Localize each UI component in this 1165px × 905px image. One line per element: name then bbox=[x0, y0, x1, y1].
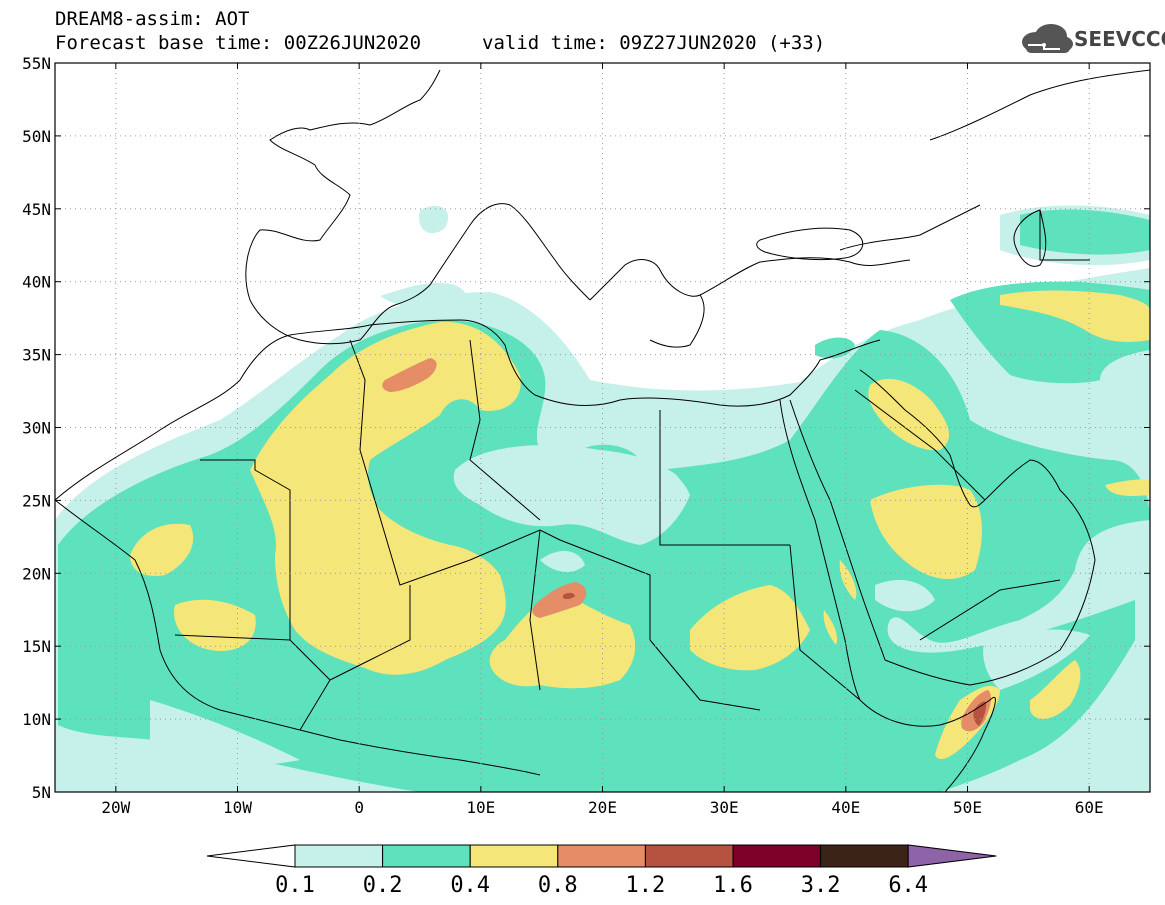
lat-label: 25N bbox=[22, 491, 51, 510]
lat-label: 15N bbox=[22, 637, 51, 656]
aot-band-1-2 bbox=[563, 592, 987, 726]
colorbar-segment bbox=[382, 844, 471, 868]
colorbar-under-triangle bbox=[206, 844, 296, 868]
lon-label: 10E bbox=[466, 798, 495, 817]
seevccc-logo: SEEVCCC bbox=[1018, 23, 1165, 57]
lat-label: 45N bbox=[22, 200, 51, 219]
cloud-icon bbox=[1022, 24, 1073, 53]
colorbar-segment bbox=[644, 844, 734, 868]
longitude-labels: 20W 10W 0 10E 20E 30E 40E 50E 60E bbox=[101, 798, 1103, 817]
lat-label: 20N bbox=[22, 564, 51, 583]
colorbar-label: 6.4 bbox=[888, 873, 928, 898]
colorbar-over-triangle bbox=[907, 844, 997, 868]
colorbar-segment bbox=[294, 844, 384, 868]
colorbar: 0.1 0.2 0.4 0.8 1.2 1.6 3.2 6.4 bbox=[206, 844, 997, 898]
colorbar-segment bbox=[732, 844, 822, 868]
chart-title: DREAM8-assim: AOT bbox=[55, 8, 250, 30]
forecast-base-time: Forecast base time: 00Z26JUN2020 bbox=[55, 32, 422, 54]
lat-label: 35N bbox=[22, 346, 51, 365]
lat-label: 30N bbox=[22, 419, 51, 438]
aot-contour-fields bbox=[55, 205, 1150, 792]
coastlines-borders bbox=[55, 69, 1150, 792]
colorbar-segment bbox=[469, 844, 559, 868]
lon-label: 20W bbox=[101, 798, 130, 817]
colorbar-label: 1.6 bbox=[713, 873, 753, 898]
colorbar-label: 0.4 bbox=[450, 873, 490, 898]
valid-time: valid time: 09Z27JUN2020 (+33) bbox=[482, 32, 826, 54]
colorbar-label: 0.8 bbox=[538, 873, 578, 898]
colorbar-segment bbox=[557, 844, 646, 868]
colorbar-segment bbox=[820, 844, 909, 868]
lon-label: 40E bbox=[831, 798, 860, 817]
lat-label: 55N bbox=[22, 54, 51, 73]
lon-label: 30E bbox=[710, 798, 739, 817]
lon-label: 10W bbox=[223, 798, 252, 817]
axis-ticks bbox=[55, 62, 1150, 793]
colorbar-label: 0.1 bbox=[275, 873, 315, 898]
lon-label: 20E bbox=[588, 798, 617, 817]
lat-label: 50N bbox=[22, 127, 51, 146]
logo-text: SEEVCCC bbox=[1074, 27, 1165, 51]
aot-band-0-4 bbox=[130, 290, 1150, 760]
lat-label: 5N bbox=[32, 783, 51, 802]
lon-label: 60E bbox=[1075, 798, 1104, 817]
lon-label: 50E bbox=[953, 798, 982, 817]
colorbar-label: 0.2 bbox=[363, 873, 403, 898]
lat-label: 10N bbox=[22, 710, 51, 729]
colorbar-label: 1.2 bbox=[626, 873, 666, 898]
lat-label: 40N bbox=[22, 273, 51, 292]
colorbar-label: 3.2 bbox=[801, 873, 841, 898]
latitude-labels: 55N 50N 45N 40N 35N 30N 25N 20N 15N 10N 5N bbox=[22, 54, 51, 802]
lon-label: 0 bbox=[354, 798, 364, 817]
